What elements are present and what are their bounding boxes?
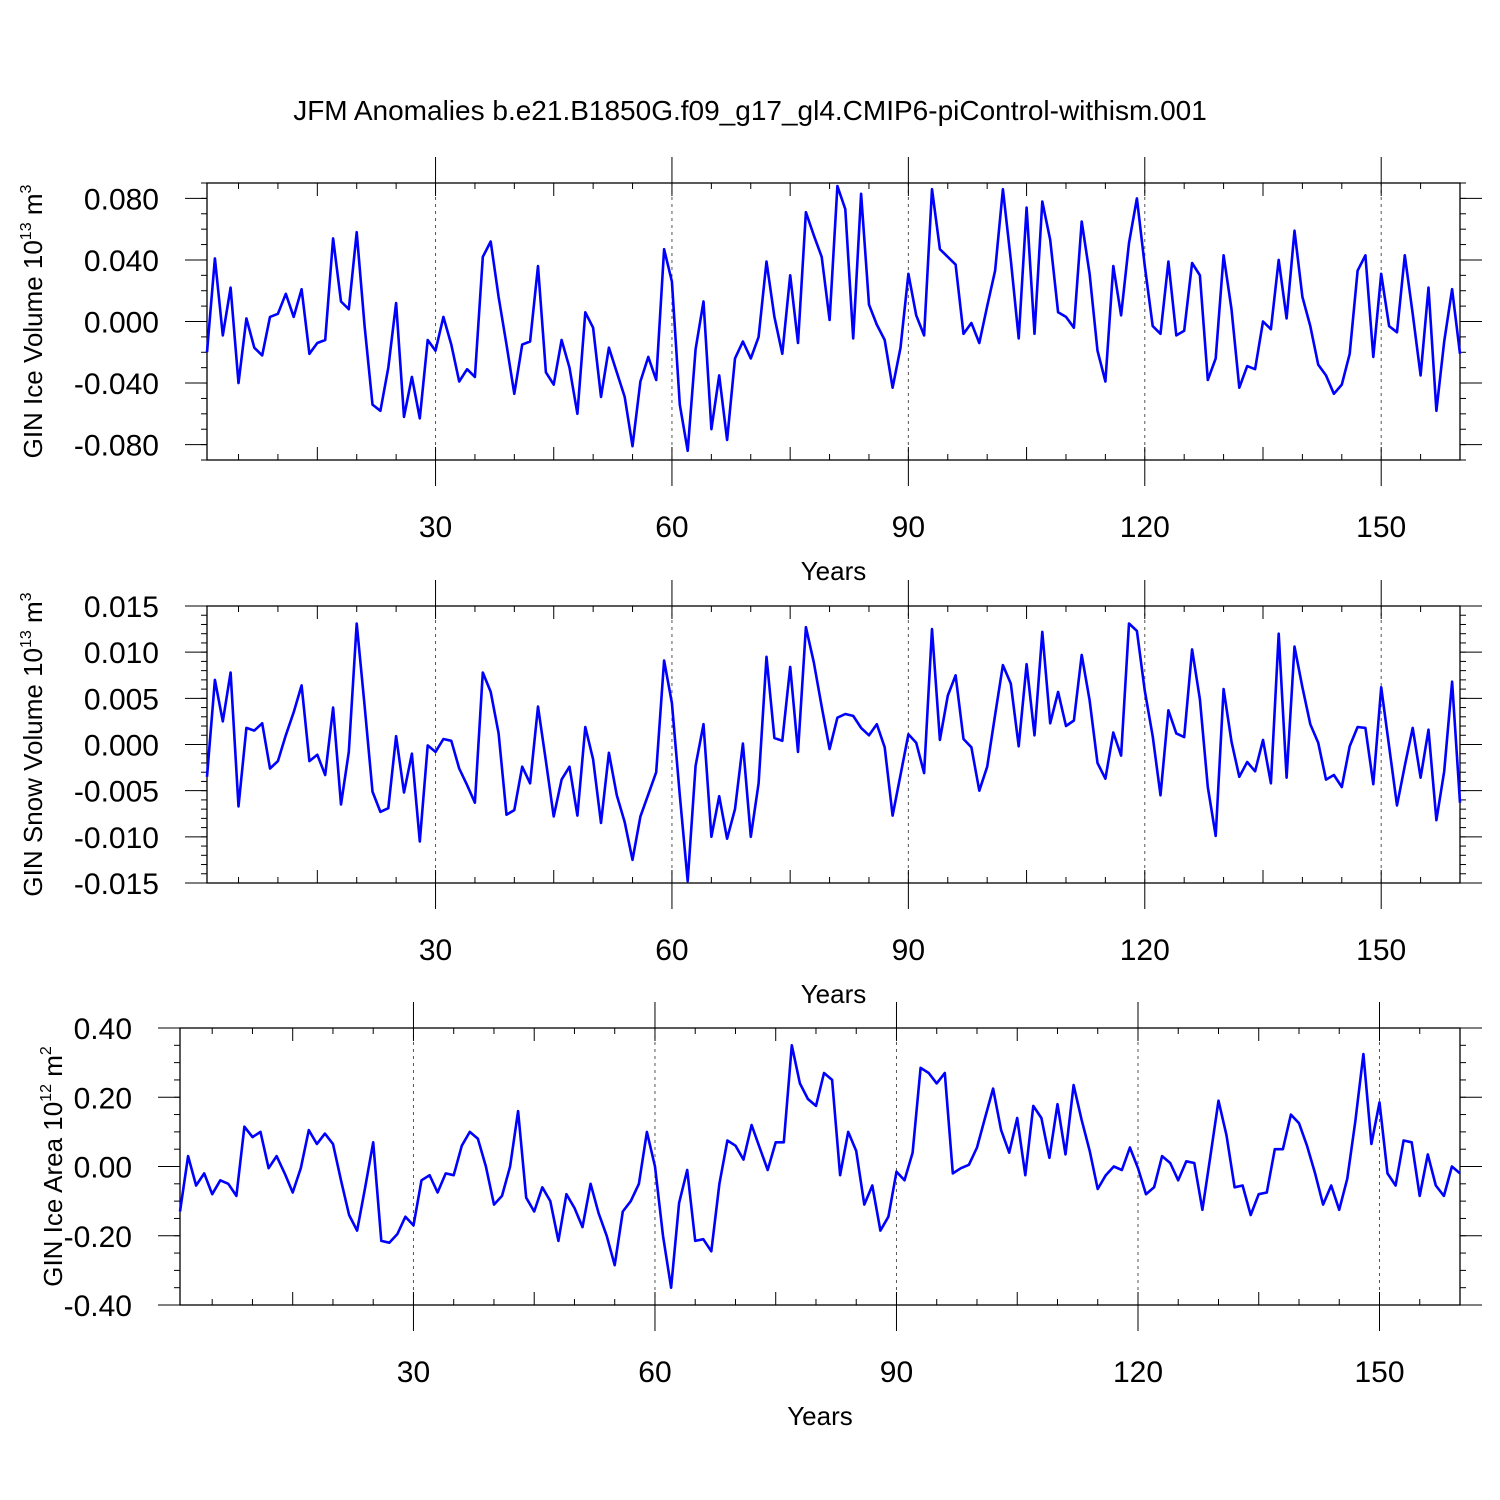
y-label-base: GIN Ice Area 10: [38, 1102, 68, 1287]
x-axis-label: Years: [801, 556, 867, 586]
y-tick-label: -0.080: [74, 430, 159, 463]
y-tick-label: -0.015: [74, 868, 159, 901]
y-label-unit-exponent: 3: [18, 184, 35, 193]
x-tick-label: 150: [1356, 511, 1406, 544]
y-tick-label: 0.040: [84, 245, 159, 278]
x-tick-label: 60: [638, 1356, 671, 1389]
y-tick-label: 0.00: [74, 1152, 132, 1185]
x-tick-label: 30: [419, 934, 452, 967]
y-label-unit-exponent: 2: [38, 1046, 55, 1055]
y-tick-label: -0.40: [64, 1290, 132, 1323]
y-tick-label: 0.000: [84, 307, 159, 340]
panel-ice-volume: 30 60 90 120 150 0.080 0.040 0.000 -0.040 -0.080 Y…: [18, 157, 1482, 586]
x-axis-label: Years: [787, 1401, 853, 1431]
x-tick-label: 90: [880, 1356, 913, 1389]
x-tick-label: 60: [655, 511, 688, 544]
y-label-unit: m: [18, 193, 48, 222]
y-label-exponent: 13: [18, 630, 35, 648]
x-axis-label: Years: [801, 979, 867, 1009]
x-tick-label: 120: [1120, 511, 1170, 544]
series-line-snow-volume: [205, 622, 1462, 883]
chart-title: JFM Anomalies b.e21.B1850G.f09_g17_gl4.C…: [293, 95, 1207, 126]
y-tick-label: 0.015: [84, 591, 159, 624]
y-label-base: GIN Snow Volume 10: [18, 648, 48, 897]
y-label-exponent: 12: [38, 1084, 55, 1102]
panel-snow-volume: 30 60 90 120 150 0.015 0.010 0.005 0.000 -0.005 -0…: [18, 580, 1482, 1009]
y-tick-label: -0.040: [74, 368, 159, 401]
y-tick-label: 0.080: [84, 183, 159, 216]
y-tick-label: -0.20: [64, 1221, 132, 1254]
y-label-exponent: 13: [18, 222, 35, 240]
y-axis-label: GIN Ice Volume 1013 m3: [18, 184, 48, 458]
y-tick-label: 0.40: [74, 1013, 132, 1046]
series-line-ice-volume: [205, 184, 1462, 453]
x-tick-label: 30: [397, 1356, 430, 1389]
plot-frame: [179, 1027, 1461, 1306]
y-label-unit-exponent: 3: [18, 592, 35, 601]
y-axis-label: GIN Snow Volume 1013 m3: [18, 592, 48, 896]
y-tick-label: 0.20: [74, 1082, 132, 1115]
y-label-unit: m: [38, 1055, 68, 1084]
x-tick-label: 120: [1113, 1356, 1163, 1389]
x-tick-label: 90: [892, 934, 925, 967]
x-tick-label: 30: [419, 511, 452, 544]
x-tick-label: 90: [892, 511, 925, 544]
x-tick-label: 60: [655, 934, 688, 967]
y-tick-label: -0.010: [74, 822, 159, 855]
y-axis-label: GIN Ice Area 1012 m2: [38, 1046, 68, 1287]
y-tick-label: 0.010: [84, 637, 159, 670]
y-tick-label: -0.005: [74, 776, 159, 809]
y-tick-label: 0.005: [84, 683, 159, 716]
x-tick-label: 120: [1120, 934, 1170, 967]
y-tick-label: 0.000: [84, 730, 159, 763]
panel-ice-area: 30 60 90 120 150 0.40 0.20 0.00 -0.20 -0.40 Years G…: [38, 1002, 1482, 1431]
y-label-unit: m: [18, 601, 48, 630]
x-tick-label: 150: [1354, 1356, 1404, 1389]
y-label-base: GIN Ice Volume 10: [18, 240, 48, 458]
series-line-ice-area: [178, 1044, 1461, 1289]
x-tick-label: 150: [1356, 934, 1406, 967]
